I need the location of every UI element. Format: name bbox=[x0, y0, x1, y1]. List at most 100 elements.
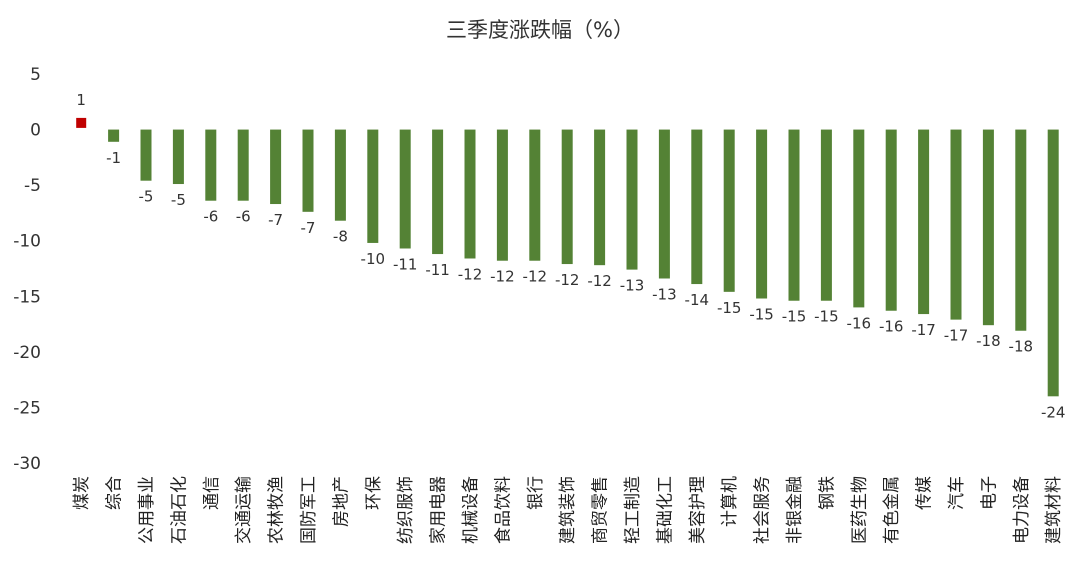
data-label: -13 bbox=[652, 286, 677, 304]
data-label: -16 bbox=[879, 318, 904, 336]
x-tick-label: 社会服务 bbox=[753, 476, 773, 544]
bar bbox=[108, 129, 120, 142]
y-tick-label: -25 bbox=[13, 398, 41, 418]
x-tick-label: 电子 bbox=[979, 476, 999, 510]
data-label: -11 bbox=[393, 255, 418, 273]
bar bbox=[950, 129, 962, 320]
bar bbox=[1015, 129, 1027, 331]
x-tick-label: 计算机 bbox=[720, 476, 740, 527]
bar bbox=[367, 129, 379, 243]
y-tick-label: -20 bbox=[13, 343, 41, 363]
bar bbox=[561, 129, 573, 265]
x-tick-label: 家用电器 bbox=[429, 476, 449, 544]
x-tick-label: 建筑装饰 bbox=[558, 476, 578, 544]
data-label: -1 bbox=[106, 149, 121, 167]
y-tick-label: 5 bbox=[30, 65, 41, 85]
x-tick-label: 环保 bbox=[364, 476, 384, 510]
bar bbox=[756, 129, 768, 299]
bar bbox=[885, 129, 897, 311]
y-tick-label: -15 bbox=[13, 287, 41, 307]
x-tick-label: 农林牧渔 bbox=[267, 476, 287, 544]
data-label: -12 bbox=[523, 268, 548, 286]
x-tick-label: 综合 bbox=[105, 476, 125, 510]
bar bbox=[302, 129, 314, 212]
x-tick-label: 钢铁 bbox=[817, 476, 837, 510]
x-tick-label: 银行 bbox=[526, 476, 546, 510]
bar bbox=[626, 129, 638, 270]
bar bbox=[334, 129, 346, 221]
bar bbox=[399, 129, 411, 249]
bar bbox=[853, 129, 865, 308]
bar bbox=[982, 129, 994, 326]
x-tick-label: 医药生物 bbox=[850, 476, 870, 544]
bar bbox=[1047, 129, 1059, 397]
data-label: -13 bbox=[620, 277, 645, 295]
x-tick-label: 交通运输 bbox=[234, 476, 254, 544]
bar bbox=[918, 129, 930, 315]
bar bbox=[788, 129, 800, 301]
y-tick-label: -5 bbox=[24, 176, 41, 196]
data-label: -17 bbox=[911, 321, 936, 339]
bar bbox=[594, 129, 606, 266]
data-label: -18 bbox=[976, 332, 1001, 350]
x-tick-label: 传媒 bbox=[915, 476, 935, 510]
data-label: -10 bbox=[361, 250, 386, 268]
bar bbox=[140, 129, 152, 181]
bar bbox=[464, 129, 476, 259]
x-tick-label: 食品饮料 bbox=[493, 476, 513, 544]
bar bbox=[496, 129, 508, 261]
y-tick-label: -30 bbox=[13, 454, 41, 474]
data-label: -12 bbox=[587, 272, 612, 290]
data-label: -7 bbox=[268, 211, 283, 229]
x-tick-label: 建筑材料 bbox=[1044, 476, 1064, 544]
x-tick-label: 机械设备 bbox=[461, 476, 481, 544]
x-tick-label: 有色金属 bbox=[882, 476, 902, 544]
x-tick-label: 煤炭 bbox=[72, 476, 92, 510]
x-tick-label: 房地产 bbox=[331, 476, 351, 527]
bar bbox=[270, 129, 282, 205]
data-label: -18 bbox=[1009, 338, 1034, 356]
data-label: -6 bbox=[203, 208, 218, 226]
bar bbox=[820, 129, 832, 301]
x-tick-label: 国防军工 bbox=[299, 476, 319, 544]
chart-title: 三季度涨跌幅（%） bbox=[446, 18, 634, 42]
bar bbox=[237, 129, 249, 201]
data-label: -24 bbox=[1041, 403, 1066, 421]
x-tick-label: 通信 bbox=[202, 476, 222, 510]
data-label: -11 bbox=[425, 261, 450, 279]
data-label: -15 bbox=[782, 308, 807, 326]
x-tick-label: 基础化工 bbox=[655, 476, 675, 544]
bar bbox=[723, 129, 735, 292]
x-tick-label: 美容护理 bbox=[688, 476, 708, 544]
data-label: -17 bbox=[944, 327, 969, 345]
bar bbox=[172, 129, 184, 185]
bar bbox=[529, 129, 541, 261]
y-tick-label: -10 bbox=[13, 232, 41, 252]
x-tick-label: 石油石化 bbox=[169, 476, 189, 544]
data-label: -12 bbox=[458, 265, 483, 283]
x-tick-label: 轻工制造 bbox=[623, 476, 643, 544]
bar bbox=[432, 129, 444, 255]
data-label: -15 bbox=[717, 299, 742, 317]
bar bbox=[205, 129, 217, 201]
x-tick-label: 纺织服饰 bbox=[396, 476, 416, 544]
data-label: 1 bbox=[76, 91, 86, 109]
x-tick-label: 汽车 bbox=[947, 476, 967, 510]
data-label: -12 bbox=[490, 268, 515, 286]
x-tick-label: 非银金融 bbox=[785, 476, 805, 544]
y-tick-label: 0 bbox=[30, 121, 41, 141]
data-label: -12 bbox=[555, 271, 580, 289]
bar bbox=[691, 129, 703, 285]
data-label: -14 bbox=[685, 291, 710, 309]
data-label: -5 bbox=[139, 188, 154, 206]
data-label: -15 bbox=[749, 306, 774, 324]
data-label: -8 bbox=[333, 228, 348, 246]
bar bbox=[658, 129, 670, 279]
data-label: -16 bbox=[847, 314, 872, 332]
data-label: -7 bbox=[301, 219, 316, 237]
data-label: -5 bbox=[171, 191, 186, 209]
x-tick-label: 公用事业 bbox=[137, 476, 157, 544]
data-label: -6 bbox=[236, 208, 251, 226]
bar bbox=[76, 117, 87, 128]
